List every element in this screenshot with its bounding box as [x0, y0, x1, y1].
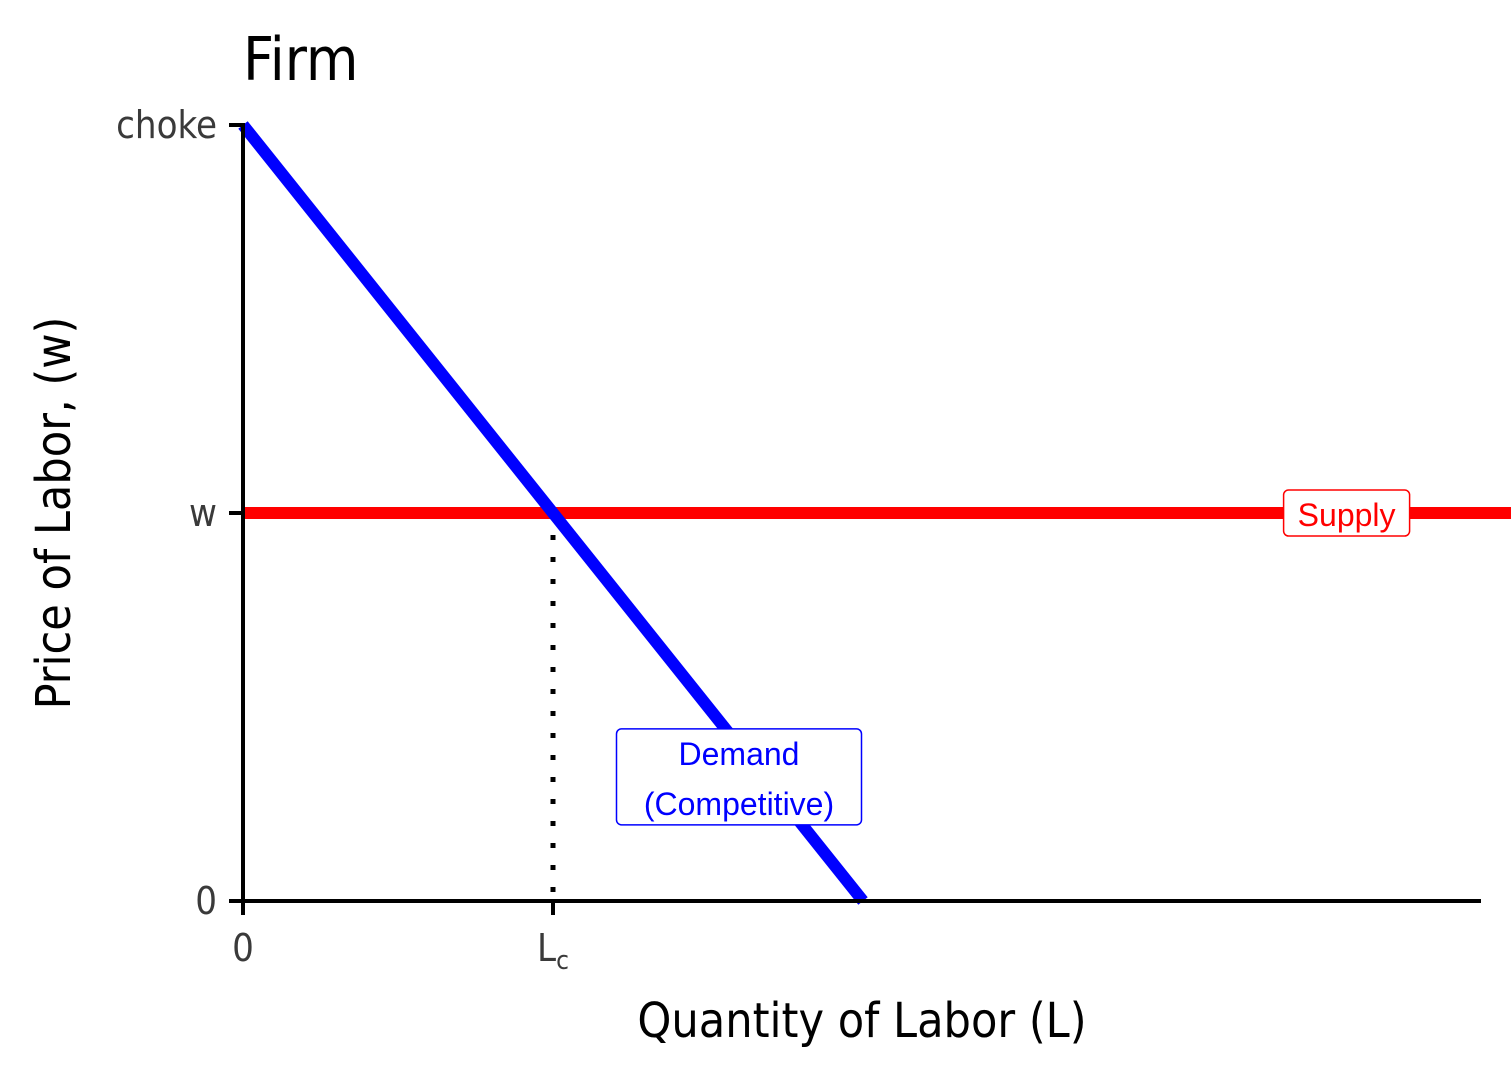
- plot-area: 0 w choke 0 Lc Supply Demand (Competitive): [116, 103, 1511, 976]
- y-axis-title: Price of Labor, (w): [26, 317, 82, 710]
- demand-label-box: [615, 728, 863, 826]
- supply-label-box: [1282, 489, 1411, 537]
- x-tick-label-0: 0: [232, 926, 254, 970]
- y-tick-label-1: w: [189, 491, 217, 535]
- chart-title: Firm: [243, 25, 358, 95]
- supply-label-text-0: Supply: [1298, 497, 1396, 533]
- x-tick-label-1: Lc: [537, 926, 569, 976]
- demand-label-text-1: (Competitive): [644, 786, 834, 822]
- demand-label-text-0: Demand: [679, 736, 800, 772]
- y-tick-label-2: choke: [116, 103, 217, 147]
- y-tick-label-0: 0: [195, 879, 217, 923]
- x-axis-title: Quantity of Labor (L): [637, 993, 1086, 1049]
